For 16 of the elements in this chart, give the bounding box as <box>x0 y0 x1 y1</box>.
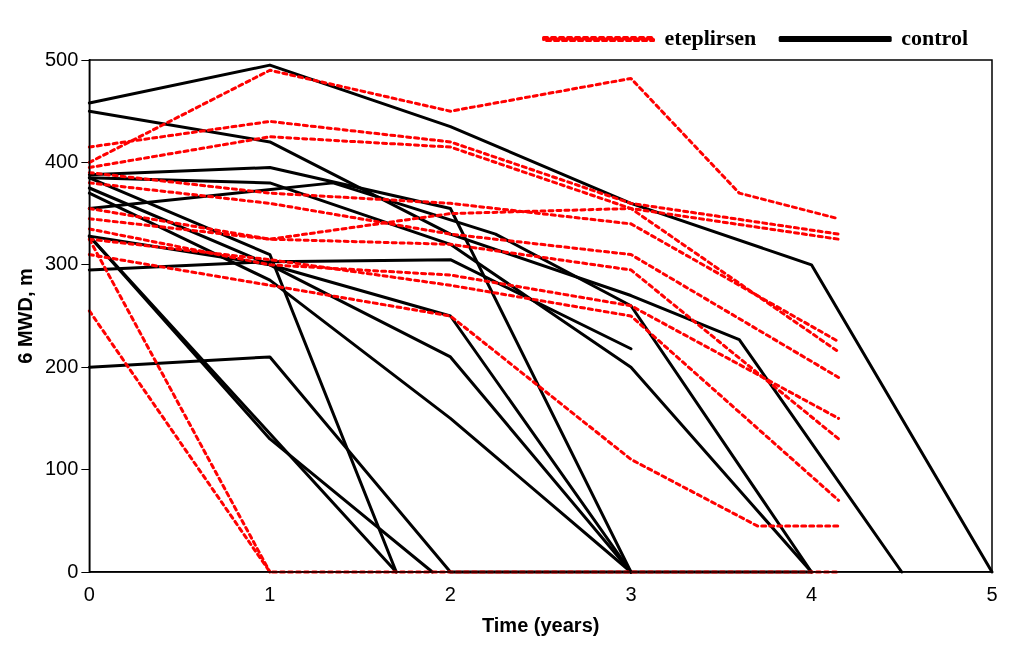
x-tick-label: 3 <box>625 582 637 605</box>
x-tick-label: 0 <box>83 582 95 605</box>
y-tick-label: 200 <box>44 354 79 377</box>
y-tick-label: 100 <box>44 457 79 480</box>
y-tick-label: 500 <box>44 47 79 70</box>
legend-label: eteplirsen <box>664 24 757 50</box>
y-tick-label: 400 <box>44 149 79 172</box>
y-tick-label: 0 <box>67 559 79 582</box>
legend-label: control <box>901 24 969 50</box>
y-axis-title: 6 MWD, m <box>13 268 36 364</box>
x-tick-label: 5 <box>986 582 998 605</box>
x-axis-title: Time (years) <box>481 613 600 636</box>
y-tick-label: 300 <box>44 252 79 275</box>
x-tick-label: 1 <box>264 582 276 605</box>
x-tick-label: 4 <box>805 582 818 605</box>
x-tick-label: 2 <box>444 582 456 605</box>
